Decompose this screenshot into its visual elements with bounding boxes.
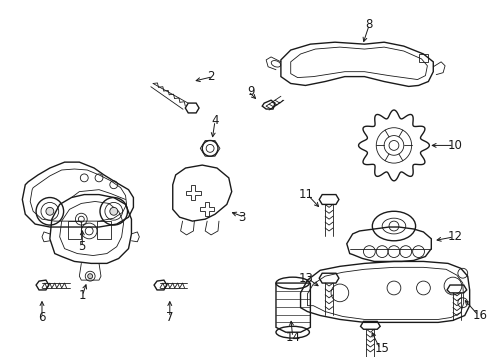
Text: 3: 3 [238,211,245,224]
Circle shape [46,207,54,215]
Text: 6: 6 [38,311,46,324]
Text: 10: 10 [447,139,462,152]
Text: 7: 7 [166,311,173,324]
Text: 14: 14 [285,330,300,344]
Text: 11: 11 [298,188,313,201]
Text: 12: 12 [447,230,462,243]
Text: 16: 16 [471,309,487,322]
Text: 13: 13 [298,272,313,285]
Text: 4: 4 [211,114,218,127]
Text: 9: 9 [246,85,254,98]
Text: 5: 5 [79,240,86,253]
Circle shape [110,207,118,215]
Text: 8: 8 [365,18,372,31]
Text: 15: 15 [373,342,388,355]
Text: 2: 2 [207,70,214,83]
Text: 1: 1 [79,289,86,302]
Circle shape [87,274,92,279]
